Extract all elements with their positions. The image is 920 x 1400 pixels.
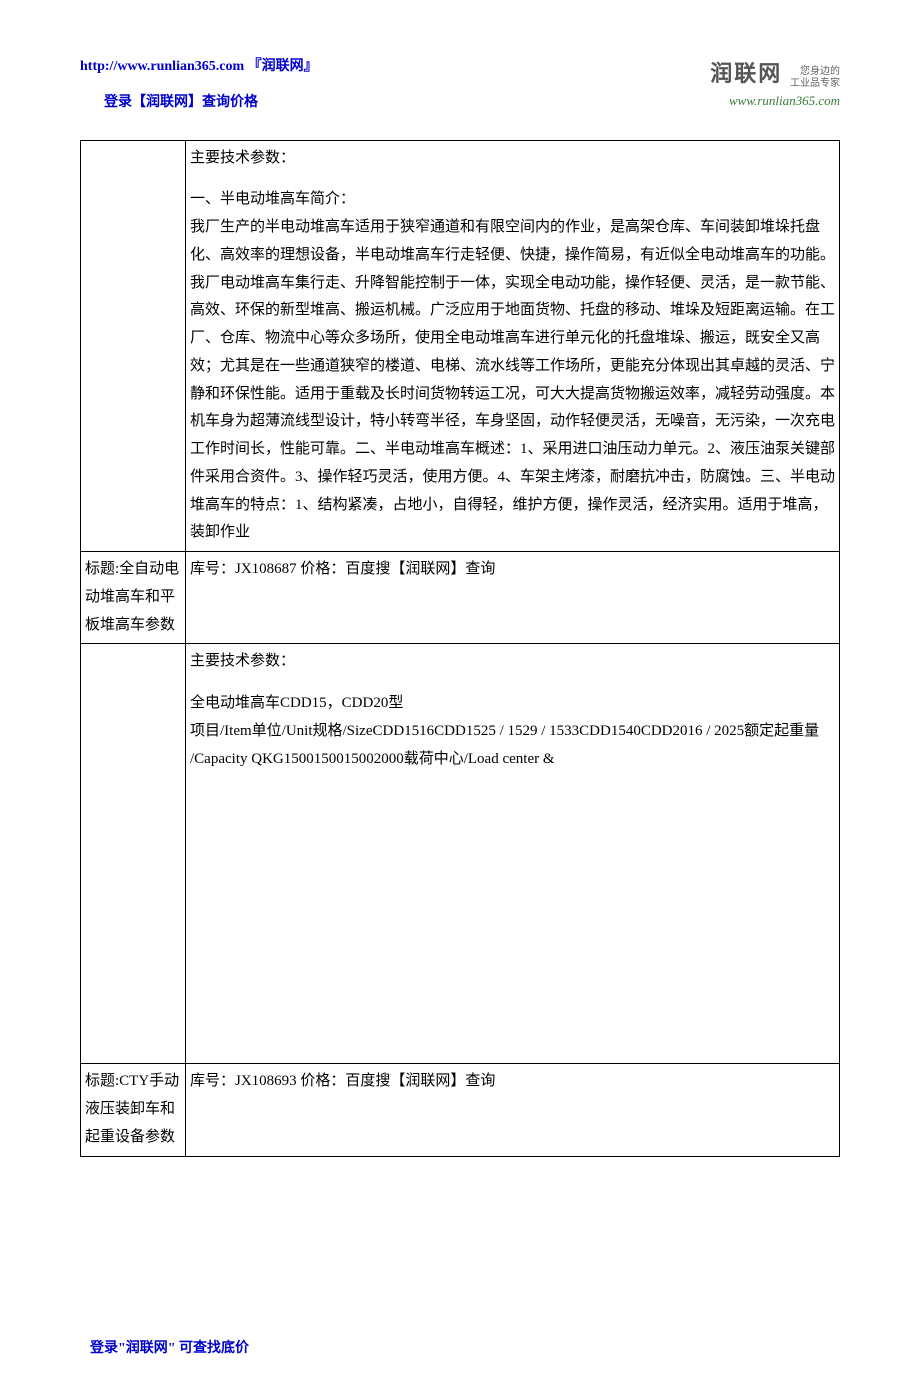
row3-left-cell: [81, 644, 186, 1064]
spec-table: 主要技术参数： 一、半电动堆高车简介：我厂生产的半电动堆高车适用于狭窄通道和有限…: [80, 140, 840, 1157]
row2-info: 库号：JX108687 价格：百度搜【润联网】查询: [190, 561, 495, 577]
header-left: http://www.runlian365.com 『润联网』 登录【润联网】查…: [80, 55, 318, 115]
logo-url: www.runlian365.com: [710, 90, 840, 112]
logo-main-text: 润联网: [710, 55, 782, 92]
row2-title-cell: 标题:全自动电动堆高车和平板堆高车参数: [81, 552, 186, 644]
row4-info: 库号：JX108693 价格：百度搜【润联网】查询: [190, 1073, 495, 1089]
table-row: 标题:全自动电动堆高车和平板堆高车参数 库号：JX108687 价格：百度搜【润…: [81, 552, 840, 644]
page-header: http://www.runlian365.com 『润联网』 登录【润联网】查…: [80, 55, 840, 115]
row3-right-cell: 主要技术参数： 全电动堆高车CDD15，CDD20型项目/Item单位/Unit…: [186, 644, 840, 1064]
row1-right-cell: 主要技术参数： 一、半电动堆高车简介：我厂生产的半电动堆高车适用于狭窄通道和有限…: [186, 140, 840, 552]
spec-heading: 主要技术参数：: [190, 648, 835, 676]
row4-title-cell: 标题:CTY手动液压装卸车和起重设备参数: [81, 1064, 186, 1156]
site-logo: 润联网 您身边的 工业品专家 www.runlian365.com: [710, 55, 840, 112]
spec-body: 一、半电动堆高车简介：我厂生产的半电动堆高车适用于狭窄通道和有限空间内的作业，是…: [190, 186, 835, 547]
table-row: 主要技术参数： 一、半电动堆高车简介：我厂生产的半电动堆高车适用于狭窄通道和有限…: [81, 140, 840, 552]
row2-title: 标题:全自动电动堆高车和平板堆高车参数: [85, 561, 179, 633]
page-footer[interactable]: 登录"润联网" 可查找底价: [90, 1337, 840, 1361]
row4-title: 标题:CTY手动液压装卸车和起重设备参数: [85, 1073, 179, 1145]
spec-heading: 主要技术参数：: [190, 145, 835, 173]
header-url-line: http://www.runlian365.com 『润联网』: [80, 55, 318, 79]
row2-right-cell: 库号：JX108687 价格：百度搜【润联网】查询: [186, 552, 840, 644]
row4-right-cell: 库号：JX108693 价格：百度搜【润联网】查询: [186, 1064, 840, 1156]
logo-sub-text: 您身边的 工业品专家: [790, 66, 840, 90]
table-row: 标题:CTY手动液压装卸车和起重设备参数 库号：JX108693 价格：百度搜【…: [81, 1064, 840, 1156]
site-url[interactable]: http://www.runlian365.com: [80, 59, 244, 74]
spec-body: 全电动堆高车CDD15，CDD20型项目/Item单位/Unit规格/SizeC…: [190, 690, 835, 773]
logo-sub-line2: 工业品专家: [790, 78, 840, 89]
table-row: 主要技术参数： 全电动堆高车CDD15，CDD20型项目/Item单位/Unit…: [81, 644, 840, 1064]
site-tag: 『润联网』: [248, 59, 318, 74]
login-prompt[interactable]: 登录【润联网】查询价格: [104, 91, 318, 115]
row1-left-cell: [81, 140, 186, 552]
logo-sub-line1: 您身边的: [800, 66, 840, 77]
